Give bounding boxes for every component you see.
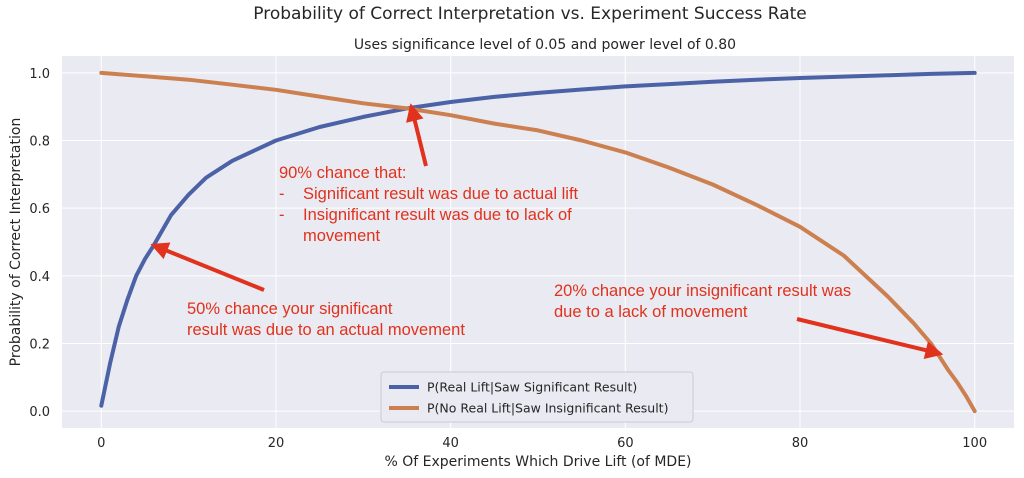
annotation-arrow xyxy=(150,242,265,292)
legend-label: P(Real Lift|Saw Significant Result) xyxy=(427,380,637,395)
y-tick-label: 0.2 xyxy=(29,337,50,352)
annotation-arrow xyxy=(406,103,428,167)
annotation-text: 20% chance your insignificant result was xyxy=(554,282,851,300)
grid xyxy=(62,56,1014,428)
annotation-text: 90% chance that: xyxy=(279,164,407,182)
annotation-text: 50% chance your significant xyxy=(187,300,393,318)
y-axis-label: Probability of Correct Interpretation xyxy=(8,118,24,367)
x-tick-label: 0 xyxy=(97,436,105,451)
chart-subtitle: Uses significance level of 0.05 and powe… xyxy=(354,37,736,53)
tick-labels: 0 20 40 60 80 100 0.0 0.2 0.4 0.6 0.8 1.0 xyxy=(29,67,987,451)
x-tick-label: 20 xyxy=(268,436,285,451)
series-line-1 xyxy=(99,70,977,408)
annotation-bullet-dash: - xyxy=(279,206,285,224)
x-tick-label: 100 xyxy=(962,436,987,451)
annotation-bullet-text: Insignificant result was due to lack of xyxy=(303,206,572,224)
legend: P(Real Lift|Saw Significant Result) P(No … xyxy=(380,371,694,423)
x-tick-label: 40 xyxy=(442,436,459,451)
annotation-text: due to a lack of movement xyxy=(554,303,748,321)
annotation-bullet-text: movement xyxy=(303,227,380,245)
annotation-arrow xyxy=(796,317,944,359)
legend-box xyxy=(380,371,694,423)
y-tick-label: 0.6 xyxy=(29,202,50,217)
annotation-text: result was due to an actual movement xyxy=(187,321,465,339)
annotations: 90% chance that: - Significant result was … xyxy=(150,103,944,359)
annotation-bullet-text: Significant result was due to actual lif… xyxy=(303,185,579,203)
x-tick-label: 60 xyxy=(617,436,634,451)
legend-label: P(No Real Lift|Saw Insignificant Result) xyxy=(427,401,668,416)
x-axis-label: % Of Experiments Which Drive Lift (of MD… xyxy=(384,454,691,470)
chart-title: Probability of Correct Interpretation vs… xyxy=(253,4,807,24)
y-tick-label: 0.8 xyxy=(29,135,50,150)
annotation-bullet-dash: - xyxy=(279,185,285,203)
y-tick-label: 0.0 xyxy=(29,405,50,420)
plot-area xyxy=(62,56,1014,428)
x-tick-label: 80 xyxy=(792,436,809,451)
y-tick-label: 0.4 xyxy=(29,270,50,285)
y-tick-label: 1.0 xyxy=(29,67,50,82)
